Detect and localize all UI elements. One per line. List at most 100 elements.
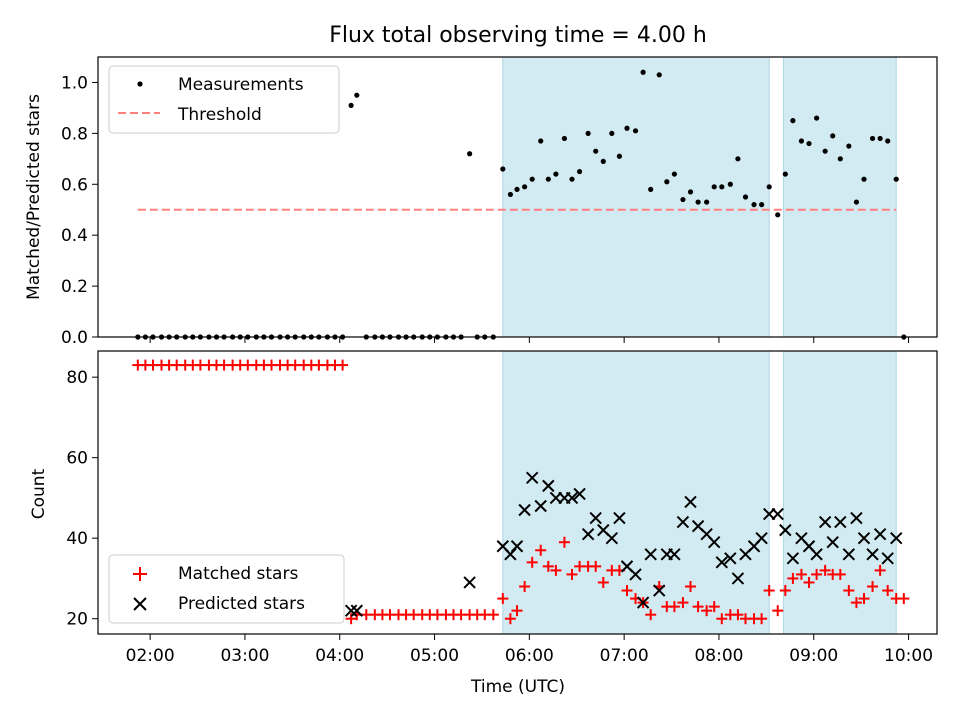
measurement-point	[467, 151, 473, 157]
matched-star-point	[566, 568, 578, 580]
measurement-point	[529, 176, 535, 182]
measurement-point	[814, 115, 820, 121]
shaded-interval	[782, 350, 897, 635]
predicted-star-point	[786, 552, 800, 565]
predicted-star-point	[581, 527, 595, 541]
bottom-legend: Matched stars Predicted stars	[108, 554, 345, 624]
top-legend: Measurements Threshold	[108, 65, 340, 134]
matched-star-point	[819, 564, 831, 576]
top-y-ticks: 0.0 0.2 0.4 0.6 0.8 1.0	[61, 73, 98, 348]
predicted-star-point	[542, 479, 555, 493]
matched-star-point	[811, 568, 823, 580]
predicted-star-point	[565, 491, 579, 505]
predicted-star-point	[684, 495, 697, 509]
measurement-point	[742, 194, 749, 200]
measurement-point	[576, 168, 583, 175]
predicted-star-point	[676, 515, 690, 529]
predicted-star-point	[518, 503, 531, 517]
matched-star-point	[597, 576, 609, 588]
predicted-star-point	[463, 576, 476, 589]
x-tick-label: 03:00	[220, 646, 269, 666]
measurement-point	[609, 130, 615, 136]
measurement-point	[735, 156, 741, 162]
shaded-interval	[502, 56, 770, 338]
y-tick-label: 20	[66, 610, 88, 630]
matched-star-point	[497, 593, 509, 605]
top-plot-frame	[97, 56, 938, 338]
measurement-point	[648, 186, 654, 192]
measurement-point	[766, 184, 772, 190]
top-ylabel: Matched/Predicted stars	[24, 94, 44, 300]
measurement-point	[830, 133, 836, 139]
measurement-point	[671, 171, 677, 177]
y-tick-label: 40	[66, 529, 88, 549]
measurement-point	[507, 191, 513, 198]
predicted-star-point	[818, 515, 832, 529]
measurement-point	[569, 176, 575, 182]
predicted-star-point	[636, 596, 650, 609]
predicted-star-point	[881, 552, 894, 565]
predicted-star-point	[344, 604, 358, 617]
measurement-point	[616, 153, 623, 159]
measurement-point	[704, 199, 710, 205]
matched-star-point	[850, 597, 862, 609]
x-tick-label: 02:00	[126, 646, 175, 666]
matched-star-point	[803, 576, 815, 588]
predicted-star-point	[613, 511, 626, 525]
predicted-star-point	[755, 531, 768, 545]
x-tick-label: 06:00	[505, 646, 554, 666]
matched-star-point	[685, 580, 697, 592]
measurement-point	[837, 156, 843, 162]
matched-star-point	[621, 585, 633, 597]
predicted-star-point	[873, 527, 887, 541]
predicted-star-point	[779, 523, 792, 537]
matched-star-point	[590, 560, 602, 572]
measurement-point	[632, 128, 639, 134]
predicted-star-point	[629, 568, 642, 581]
predicted-star-point	[810, 548, 823, 561]
measurement-point	[861, 176, 867, 182]
y-tick-label: 1.0	[61, 73, 88, 93]
top-x-ticks	[149, 337, 910, 343]
matched-star-point	[834, 568, 846, 580]
bottom-legend-box	[108, 554, 345, 624]
matched-star-point	[337, 359, 349, 371]
y-tick-label: 0.6	[61, 175, 88, 195]
matched-star-point	[795, 568, 807, 580]
x-tick-label: 05:00	[410, 646, 459, 666]
bottom-ylabel: Count	[29, 468, 49, 519]
x-tick-label: 07:00	[600, 646, 649, 666]
measurement-point	[775, 212, 781, 218]
measurement-point	[500, 166, 506, 172]
matched-star-point	[756, 613, 768, 625]
measurement-point	[727, 181, 733, 187]
measurement-point	[600, 158, 606, 164]
x-tick-label: 08:00	[694, 646, 743, 666]
predicted-star-point	[573, 487, 586, 501]
predicted-star-point	[534, 499, 547, 513]
measurement-point	[782, 171, 788, 177]
x-tick-label: 10:00	[884, 646, 933, 666]
matched-star-point	[898, 593, 910, 605]
matched-star-point	[487, 609, 499, 621]
predicted-star-point	[890, 531, 903, 545]
measurement-point	[822, 148, 828, 154]
measurement-point	[640, 69, 646, 75]
measurement-point	[545, 176, 551, 182]
measurement-point	[522, 184, 528, 190]
measurement-point	[561, 135, 568, 142]
matched-star-point	[701, 605, 713, 617]
measurement-point	[664, 179, 670, 185]
predicted-stars-points	[344, 471, 903, 617]
measurement-point	[893, 176, 899, 182]
measurement-point	[798, 138, 805, 144]
measurement-point	[719, 184, 725, 190]
matched-star-point	[843, 585, 855, 597]
matched-star-point	[874, 564, 886, 576]
predicted-star-point	[525, 471, 539, 485]
measurement-point	[553, 171, 559, 177]
predicted-star-point	[715, 556, 729, 569]
matched-star-point	[542, 560, 554, 572]
matched-star-point	[504, 613, 516, 625]
measurement-point	[790, 118, 796, 124]
